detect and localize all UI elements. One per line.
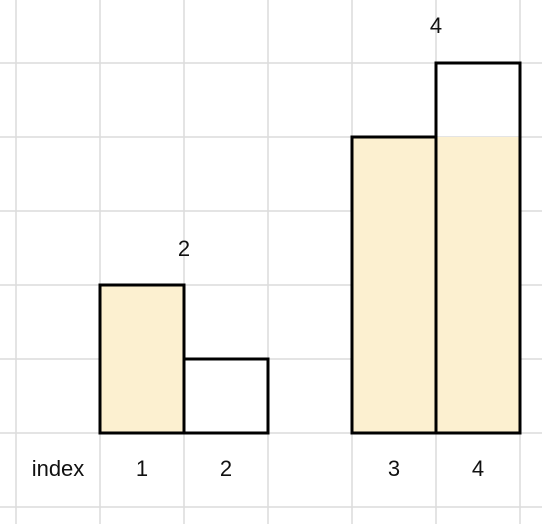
bars [98, 61, 522, 435]
index-value: 3 [388, 456, 400, 481]
index-label: index [32, 456, 85, 481]
index-value: 2 [220, 456, 232, 481]
index-value: 4 [472, 456, 484, 481]
annotation: 2 [178, 236, 190, 261]
bar-fill [352, 137, 436, 433]
bar-fill [436, 137, 520, 433]
bar-fill [100, 285, 184, 433]
annotation: 4 [430, 13, 442, 38]
bar-outline [182, 357, 270, 435]
index-value: 1 [136, 456, 148, 481]
bar-outline [434, 61, 522, 435]
